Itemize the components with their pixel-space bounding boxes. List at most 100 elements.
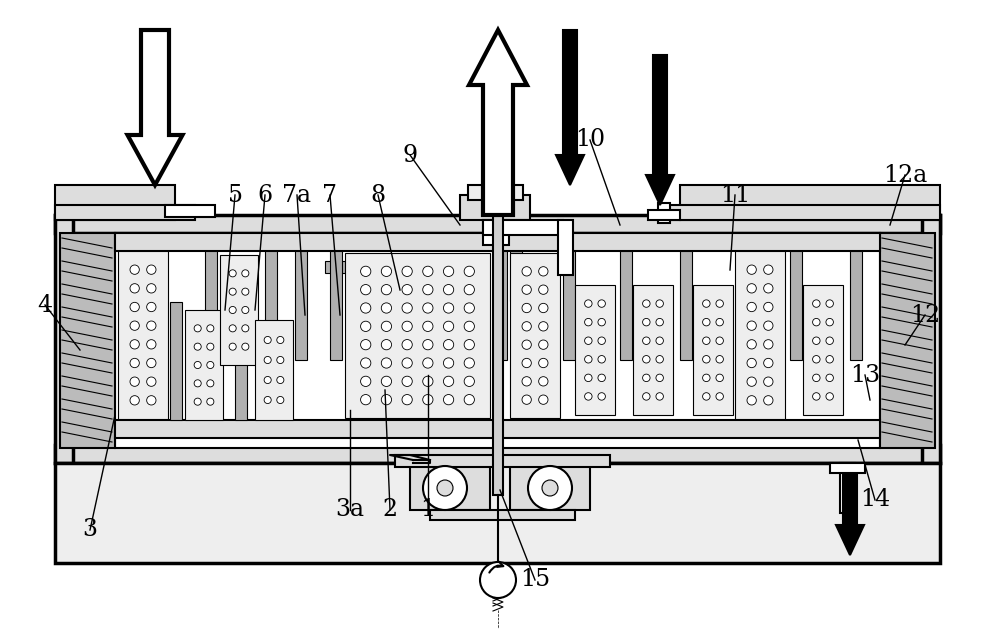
Circle shape xyxy=(194,380,201,387)
Circle shape xyxy=(147,396,156,405)
Circle shape xyxy=(716,300,723,308)
Circle shape xyxy=(361,358,371,368)
Circle shape xyxy=(130,396,139,405)
Bar xyxy=(658,203,670,223)
Circle shape xyxy=(585,300,592,308)
Circle shape xyxy=(585,318,592,326)
Circle shape xyxy=(194,398,201,405)
Bar xyxy=(483,220,509,245)
Circle shape xyxy=(826,392,833,400)
Circle shape xyxy=(229,288,236,295)
Circle shape xyxy=(539,267,548,276)
Circle shape xyxy=(207,398,214,405)
Polygon shape xyxy=(128,30,182,185)
Circle shape xyxy=(539,340,548,349)
Circle shape xyxy=(381,321,392,331)
Circle shape xyxy=(194,343,201,350)
Circle shape xyxy=(443,266,454,277)
Circle shape xyxy=(826,318,833,326)
Circle shape xyxy=(207,325,214,332)
Circle shape xyxy=(703,337,710,345)
Circle shape xyxy=(522,285,531,294)
Text: 1: 1 xyxy=(420,499,436,521)
Bar xyxy=(55,463,940,563)
Circle shape xyxy=(464,376,474,386)
Circle shape xyxy=(747,284,756,293)
Circle shape xyxy=(585,355,592,363)
Bar xyxy=(295,251,307,360)
Circle shape xyxy=(464,358,474,368)
Text: 14: 14 xyxy=(860,489,890,511)
Circle shape xyxy=(381,376,392,386)
Bar xyxy=(483,220,563,235)
Text: 7a: 7a xyxy=(283,184,312,206)
Circle shape xyxy=(464,340,474,350)
Circle shape xyxy=(229,306,236,313)
Text: 4: 4 xyxy=(37,294,53,316)
Bar xyxy=(55,215,73,463)
Circle shape xyxy=(528,466,572,510)
Bar xyxy=(633,285,673,415)
Circle shape xyxy=(522,303,531,313)
Circle shape xyxy=(147,303,156,311)
Circle shape xyxy=(813,318,820,326)
Circle shape xyxy=(361,303,371,313)
Circle shape xyxy=(264,357,271,364)
Circle shape xyxy=(703,318,710,326)
Circle shape xyxy=(130,303,139,311)
Bar xyxy=(325,261,375,273)
Circle shape xyxy=(147,377,156,386)
Bar xyxy=(55,445,940,463)
Text: 2: 2 xyxy=(382,499,398,521)
Circle shape xyxy=(539,395,548,404)
Text: 11: 11 xyxy=(720,184,750,206)
Bar xyxy=(840,463,855,513)
Circle shape xyxy=(277,357,284,364)
Text: 15: 15 xyxy=(520,569,550,591)
Circle shape xyxy=(656,392,663,400)
Bar xyxy=(735,251,785,419)
Text: 12a: 12a xyxy=(883,164,927,187)
Circle shape xyxy=(813,300,820,308)
Bar xyxy=(680,251,692,360)
Circle shape xyxy=(747,265,756,274)
Circle shape xyxy=(229,343,236,350)
Circle shape xyxy=(443,358,454,368)
Bar xyxy=(660,205,940,220)
Circle shape xyxy=(643,300,650,308)
Bar xyxy=(115,233,880,251)
Circle shape xyxy=(423,284,433,295)
Circle shape xyxy=(598,392,605,400)
Bar xyxy=(880,233,935,448)
Circle shape xyxy=(716,318,723,326)
Circle shape xyxy=(147,340,156,349)
Circle shape xyxy=(443,284,454,295)
Circle shape xyxy=(598,355,605,363)
Circle shape xyxy=(747,340,756,349)
Circle shape xyxy=(813,392,820,400)
Circle shape xyxy=(764,321,773,330)
Bar xyxy=(510,253,560,418)
Circle shape xyxy=(716,374,723,382)
Circle shape xyxy=(585,392,592,400)
Bar xyxy=(680,185,940,220)
Circle shape xyxy=(747,303,756,311)
Bar xyxy=(620,251,632,360)
Circle shape xyxy=(813,337,820,345)
Circle shape xyxy=(585,374,592,382)
Bar xyxy=(430,510,575,520)
Bar xyxy=(410,460,490,510)
Text: 3: 3 xyxy=(82,518,98,542)
Circle shape xyxy=(194,362,201,369)
Circle shape xyxy=(643,392,650,400)
Bar xyxy=(495,251,507,360)
Bar xyxy=(345,253,490,418)
Text: 7: 7 xyxy=(322,184,338,206)
Circle shape xyxy=(381,358,392,368)
Circle shape xyxy=(402,340,412,350)
Circle shape xyxy=(656,355,663,363)
Circle shape xyxy=(598,300,605,308)
Circle shape xyxy=(381,266,392,277)
Text: 3a: 3a xyxy=(336,499,364,521)
Circle shape xyxy=(443,340,454,350)
